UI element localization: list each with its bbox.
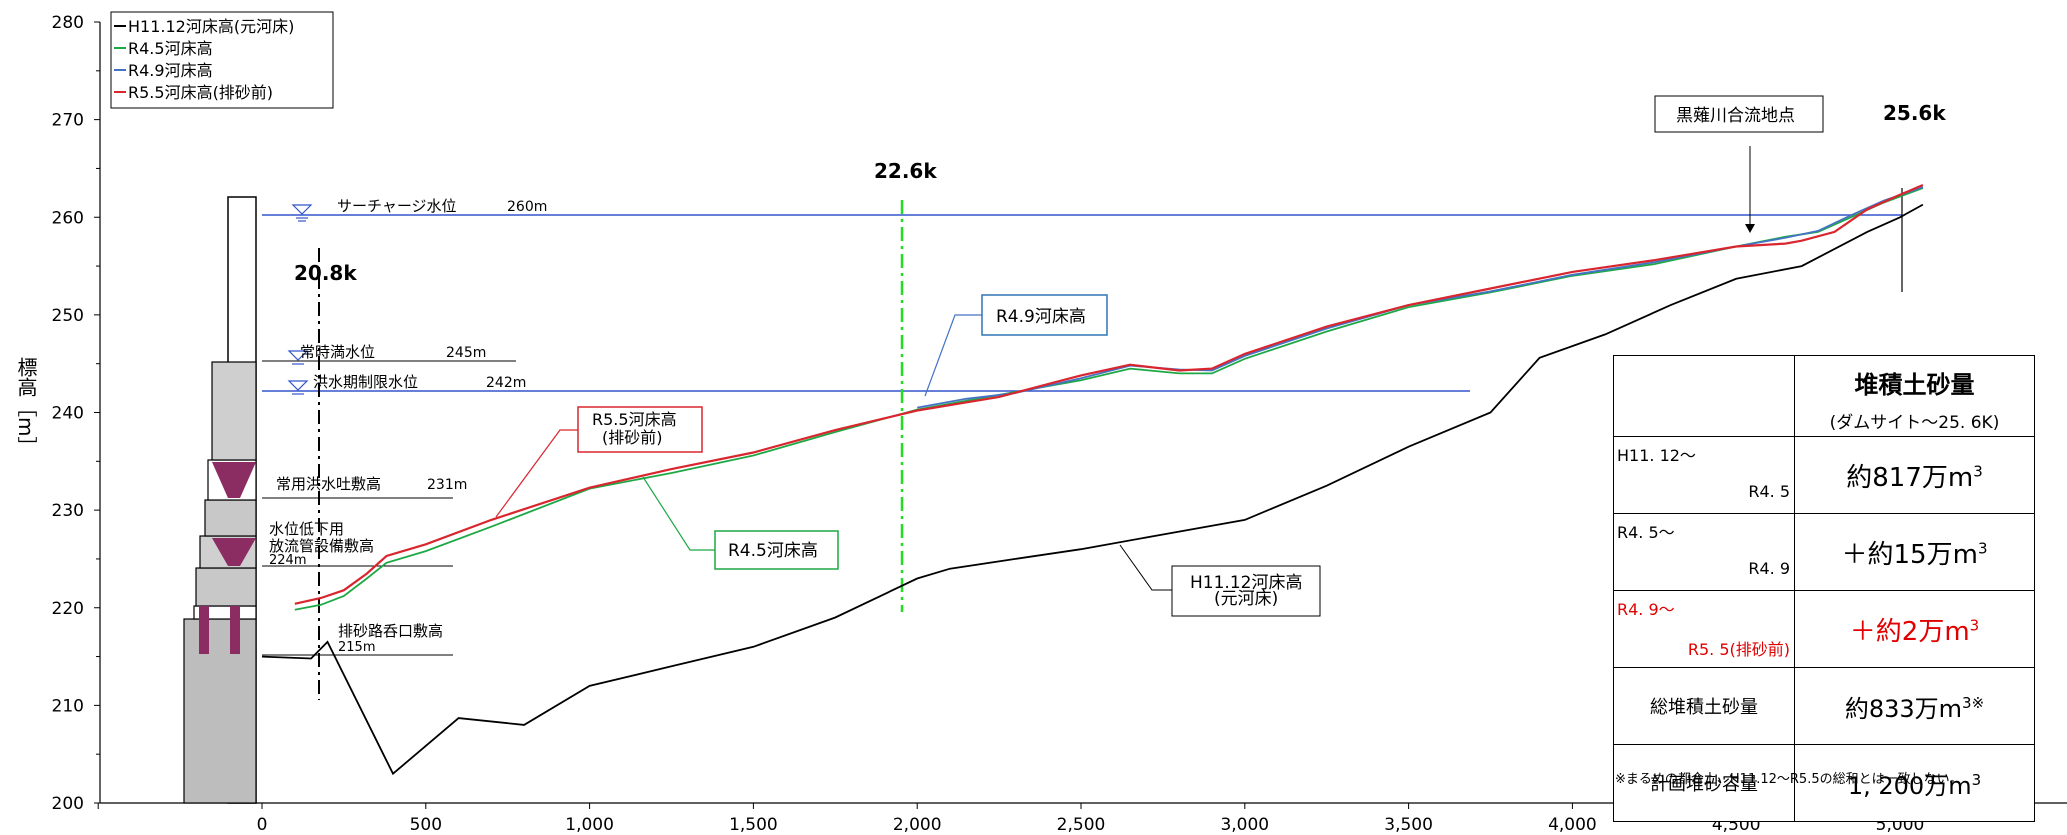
total-value-cell: 約833万m3※ [1794,667,2035,745]
annotation-labels: サーチャージ水位 260m 常時満水位 245m 洪水期制限水位 242m 常用… [269,95,1946,655]
legend-label: H11.12河床高(元河床) [128,17,294,36]
header-subtitle: (ダムサイト～25. 6K) [1829,413,2000,433]
h11-callout-1: H11.12河床高 [1190,573,1302,593]
period-cell: R4. 9～ R5. 5(排砂前) [1613,590,1795,668]
r45-callout: R4.5河床高 [728,541,818,561]
surcharge-value: 260m [507,199,547,215]
x-tick-label: 2,000 [893,815,942,835]
legend-label: R4.9河床高 [128,61,213,80]
k256-label: 25.6k [1883,101,1946,125]
y-tick-label: 270 [52,111,84,131]
r49-callout: R4.9河床高 [996,307,1086,327]
table-row: 総堆積土砂量 約833万m3※ [1613,667,2035,745]
table-row: R4. 9～ R5. 5(排砂前) ＋約2万m3 [1613,590,2035,668]
normal-level-value: 245m [446,345,486,361]
k208-label: 20.8k [294,261,357,285]
surcharge-label: サーチャージ水位 [337,197,457,215]
plan-value-cell: 1, 200万m3 [1794,744,2035,822]
header-title: 堆積土砂量 [1854,371,1975,399]
outlet-value: 224m [269,553,306,568]
water-level-markers [287,204,313,395]
y-tick-label: 260 [52,208,84,228]
dam-structure [183,196,257,804]
x-tick-label: 2,500 [1057,815,1106,835]
volume-cell: ＋約15万m3 [1794,513,2035,591]
spillway-label: 常用洪水吐敷高 [276,475,381,493]
x-tick-label: 3,000 [1220,815,1269,835]
spillway-value: 231m [427,477,467,493]
series-line-0 [261,203,1924,776]
sediment-inlet-label: 排砂路呑口敷高 [338,622,443,640]
y-tick-label: 210 [52,696,84,716]
svg-text:標高［m］: 標高［m］ [14,357,38,457]
sediment-volume-table: 堆積土砂量 (ダムサイト～25. 6K) H11. 12～ R4. 5 約817万… [1613,355,2035,822]
table-header-blank [1613,355,1795,437]
y-tick-label: 230 [52,501,84,521]
sediment-inlet-value: 215m [338,640,375,655]
x-tick-label: 1,500 [729,815,778,835]
r55-callout-2: (排砂前) [602,428,663,447]
confluence-label: 黒薙川合流地点 [1676,106,1795,126]
table-header-row: 堆積土砂量 (ダムサイト～25. 6K) [1613,355,2035,437]
k226-label: 22.6k [874,159,937,183]
chart-axes: 200 210 220 230 240 250 260 270 280 0 500 1,000 1,50… [52,13,2067,835]
table-row: H11. 12～ R4. 5 約817万m3 [1613,436,2035,514]
table-header-cell: 堆積土砂量 (ダムサイト～25. 6K) [1794,355,2035,437]
period-cell: H11. 12～ R4. 5 [1613,436,1795,514]
outlet-label-1: 水位低下用 [269,520,344,538]
y-tick-label: 280 [52,13,84,33]
y-tick-label: 200 [52,794,84,814]
normal-level-label: 常時満水位 [300,343,375,361]
series-line-3 [294,183,1924,605]
table-row: R4. 5～ R4. 9 ＋約15万m3 [1613,513,2035,591]
x-tick-label: 500 [410,815,442,835]
y-axis-label: 標高［m］ [14,357,38,457]
y-tick-label: 240 [52,404,84,424]
series-group [261,183,1924,776]
x-tick-label: 1,000 [565,815,614,835]
legend-label: R5.5河床高(排砂前) [128,83,273,102]
flood-level-label: 洪水期制限水位 [313,373,418,391]
x-tick-label: 4,000 [1548,815,1597,835]
outlet-label-2: 放流管設備敷高 [269,537,374,555]
y-tick-label: 220 [52,599,84,619]
total-label-cell: 総堆積土砂量 [1613,667,1795,745]
plan-label-cell: 計画堆砂容量 [1613,744,1795,822]
volume-cell: ＋約2万m3 [1794,590,2035,668]
table-row: 計画堆砂容量 1, 200万m3 [1613,744,2035,822]
legend-label: R4.5河床高 [128,39,213,58]
y-tick-label: 250 [52,306,84,326]
table-note: ※まるめの都合上、H11.12～R5.5の総和とは一致しない。 [1615,772,1963,787]
legend: H11.12河床高(元河床) R4.5河床高 R4.9河床高 R5.5河床高(排砂前) [110,11,334,109]
flood-level-value: 242m [486,375,526,391]
volume-cell: 約817万m3 [1794,436,2035,514]
period-cell: R4. 5～ R4. 9 [1613,513,1795,591]
h11-callout-2: (元河床) [1214,589,1278,609]
r55-callout-1: R5.5河床高 [592,410,677,429]
water-level-lines [262,188,1903,700]
x-tick-label: 3,500 [1384,815,1433,835]
x-tick-label: 0 [257,815,268,835]
